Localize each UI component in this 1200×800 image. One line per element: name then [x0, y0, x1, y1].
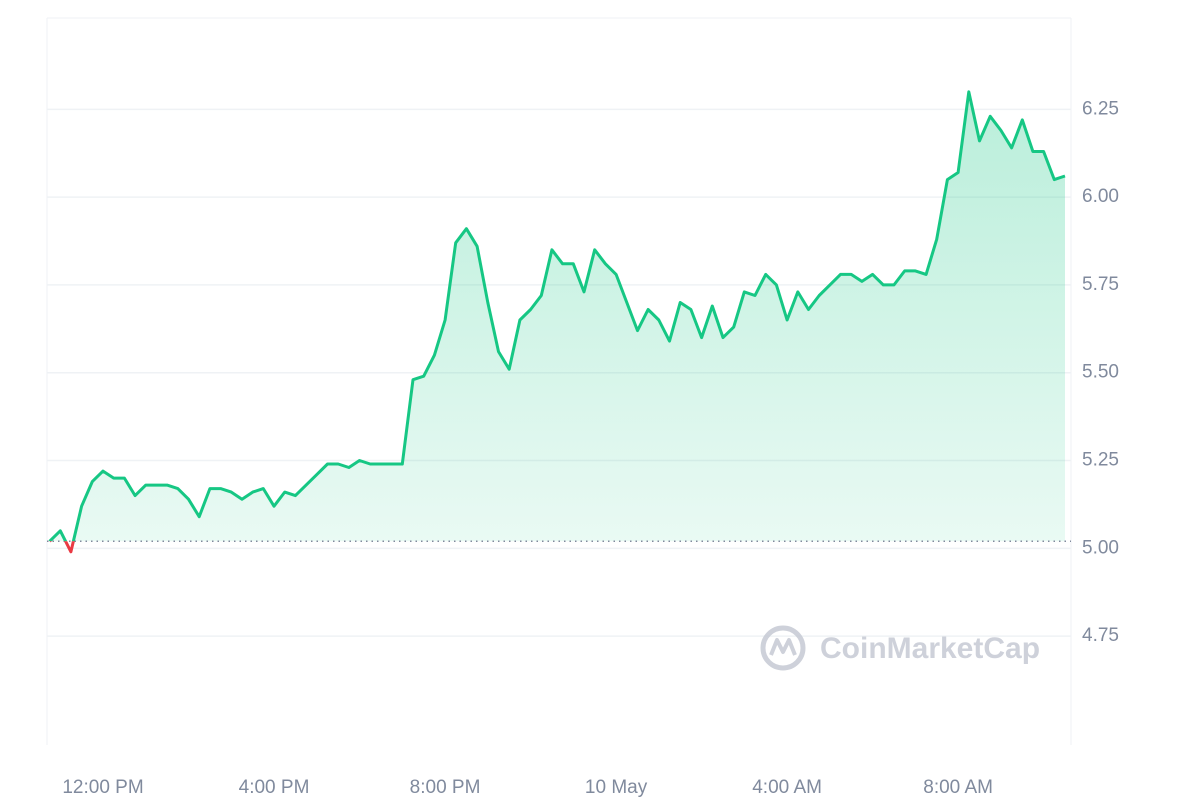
watermark-text: CoinMarketCap	[820, 632, 1040, 665]
x-tick-label: 10 May	[585, 777, 648, 798]
price-area	[49, 91, 1065, 542]
y-tick-label: 6.00	[1082, 186, 1119, 207]
x-tick-label: 12:00 PM	[62, 777, 143, 798]
y-tick-label: 5.50	[1082, 362, 1119, 383]
y-tick-label: 5.25	[1082, 450, 1119, 471]
plot	[47, 90, 1071, 554]
y-tick-label: 5.75	[1082, 274, 1119, 295]
y-tick-label: 6.25	[1082, 98, 1119, 119]
x-tick-label: 4:00 PM	[239, 777, 310, 798]
price-line	[48, 90, 1066, 542]
x-tick-label: 4:00 AM	[752, 777, 822, 798]
x-tick-label: 8:00 AM	[923, 777, 993, 798]
y-tick-label: 4.75	[1082, 625, 1119, 646]
watermark: CoinMarketCap	[760, 625, 1040, 671]
x-tick-label: 8:00 PM	[410, 777, 481, 798]
y-tick-label: 5.00	[1082, 537, 1119, 558]
